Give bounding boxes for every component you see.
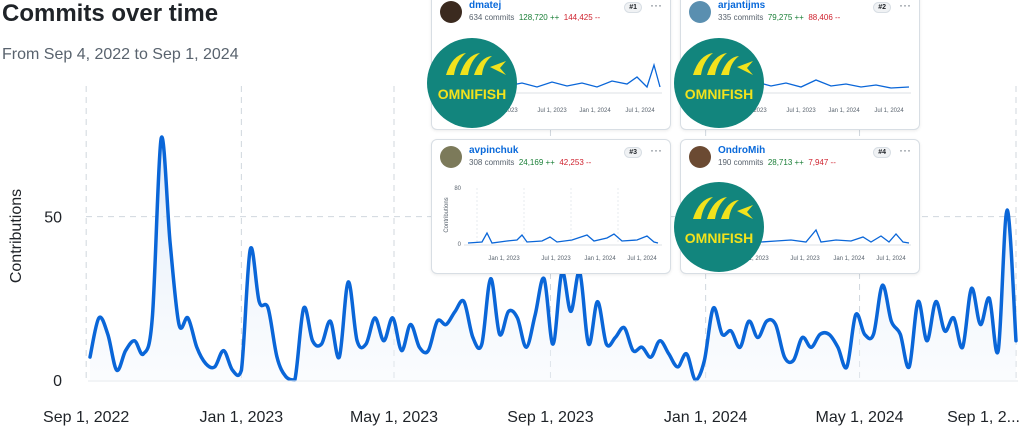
mini-x-tick: Jan 1, 2024 xyxy=(584,256,616,262)
mini-x-tick: Jul 1, 2024 xyxy=(627,256,657,262)
contributor-stats: 190 commits 28,713 ++ 7,947 -- xyxy=(718,158,836,167)
deletions: 144,425 -- xyxy=(563,13,601,22)
x-tick-label: May 1, 2023 xyxy=(350,409,438,426)
avatar[interactable] xyxy=(440,146,462,168)
mini-x-tick: Jul 1, 2024 xyxy=(625,108,655,114)
avatar[interactable] xyxy=(689,146,711,168)
chart-subtitle: From Sep 4, 2022 to Sep 1, 2024 xyxy=(2,46,239,63)
deletions: 88,406 -- xyxy=(808,13,841,22)
contributor-name[interactable]: dmatej xyxy=(469,0,502,11)
omnifish-logo: OMNIFISH xyxy=(427,38,517,128)
mini-x-tick: Jul 1, 2024 xyxy=(874,108,904,114)
chart-title: Commits over time xyxy=(2,0,219,27)
mini-series-line xyxy=(760,228,910,244)
x-tick-label: Sep 1, 2022 xyxy=(43,409,129,426)
contributor-mini-chart: Contributions 80 0 Jan 1, 2023 Jul 1, 20… xyxy=(444,186,662,262)
x-tick-label: Jan 1, 2024 xyxy=(664,409,748,426)
rank-badge: #4 xyxy=(873,147,891,158)
contributor-stats: 335 commits 79,275 ++ 88,406 -- xyxy=(718,13,840,22)
mini-series-line xyxy=(467,231,659,244)
kebab-menu-icon[interactable]: ··· xyxy=(899,0,911,12)
x-tick-label: Sep 1, 2... xyxy=(947,409,1020,426)
contributor-name[interactable]: avpinchuk xyxy=(469,145,519,156)
rank-badge: #1 xyxy=(624,2,642,13)
contributor-stats: 634 commits 128,720 ++ 144,425 -- xyxy=(469,13,600,22)
y-tick-label: 50 xyxy=(44,210,62,227)
additions: 79,275 ++ xyxy=(767,13,804,22)
mini-x-tick: Jan 1, 2023 xyxy=(488,256,520,262)
mini-y-label: Contributions xyxy=(444,197,450,232)
kebab-menu-icon[interactable]: ··· xyxy=(650,143,662,157)
x-tick-label: May 1, 2024 xyxy=(816,409,904,426)
mini-y-tick: 80 xyxy=(454,186,461,192)
logo-text: OMNIFISH xyxy=(685,86,753,102)
logo-text: OMNIFISH xyxy=(685,230,753,246)
mini-x-tick: Jan 1, 2024 xyxy=(828,108,860,114)
mini-y-tick: 0 xyxy=(458,242,462,248)
rank-badge: #2 xyxy=(873,2,891,13)
logo-text: OMNIFISH xyxy=(438,86,506,102)
contributor-mini-chart: Jan 1, 2023 Jul 1, 2023 Jan 1, 2024 Jul … xyxy=(713,228,911,262)
mini-x-tick: Jul 1, 2024 xyxy=(876,256,906,262)
y-axis-label: Contributions xyxy=(8,189,25,283)
series-area xyxy=(90,137,1016,380)
mini-x-tick: Jul 1, 2023 xyxy=(541,256,571,262)
y-tick-label: 0 xyxy=(53,373,62,390)
mini-x-tick: Jul 1, 2023 xyxy=(537,108,567,114)
contributor-card: avpinchuk 308 commits 24,169 ++ 42,253 -… xyxy=(431,139,671,274)
additions: 128,720 ++ xyxy=(518,13,560,22)
avatar[interactable] xyxy=(689,1,711,23)
omnifish-logo: OMNIFISH xyxy=(674,182,764,272)
contributor-stats: 308 commits 24,169 ++ 42,253 -- xyxy=(469,158,591,167)
x-tick-label: Jan 1, 2023 xyxy=(200,409,284,426)
x-tick-label: Sep 1, 2023 xyxy=(507,409,593,426)
kebab-menu-icon[interactable]: ··· xyxy=(899,143,911,157)
rank-badge: #3 xyxy=(624,147,642,158)
additions: 28,713 ++ xyxy=(767,158,804,167)
deletions: 42,253 -- xyxy=(559,158,592,167)
omnifish-logo: OMNIFISH xyxy=(674,38,764,128)
contributor-name[interactable]: OndroMih xyxy=(718,145,766,156)
commit-count[interactable]: 190 commits xyxy=(718,158,764,167)
mini-x-tick: Jan 1, 2024 xyxy=(833,256,865,262)
commit-count[interactable]: 634 commits xyxy=(469,13,515,22)
kebab-menu-icon[interactable]: ··· xyxy=(650,0,662,12)
avatar[interactable] xyxy=(440,1,462,23)
contributor-name[interactable]: arjantijms xyxy=(718,0,766,11)
mini-x-tick: Jan 1, 2023 xyxy=(737,256,769,262)
additions: 24,169 ++ xyxy=(518,158,555,167)
deletions: 7,947 -- xyxy=(808,158,836,167)
series-line xyxy=(88,135,1018,382)
mini-x-tick: Jan 1, 2024 xyxy=(579,108,611,114)
mini-x-tick: Jul 1, 2023 xyxy=(790,256,820,262)
commit-count[interactable]: 335 commits xyxy=(718,13,764,22)
commit-count[interactable]: 308 commits xyxy=(469,158,515,167)
mini-x-tick: Jul 1, 2023 xyxy=(786,108,816,114)
